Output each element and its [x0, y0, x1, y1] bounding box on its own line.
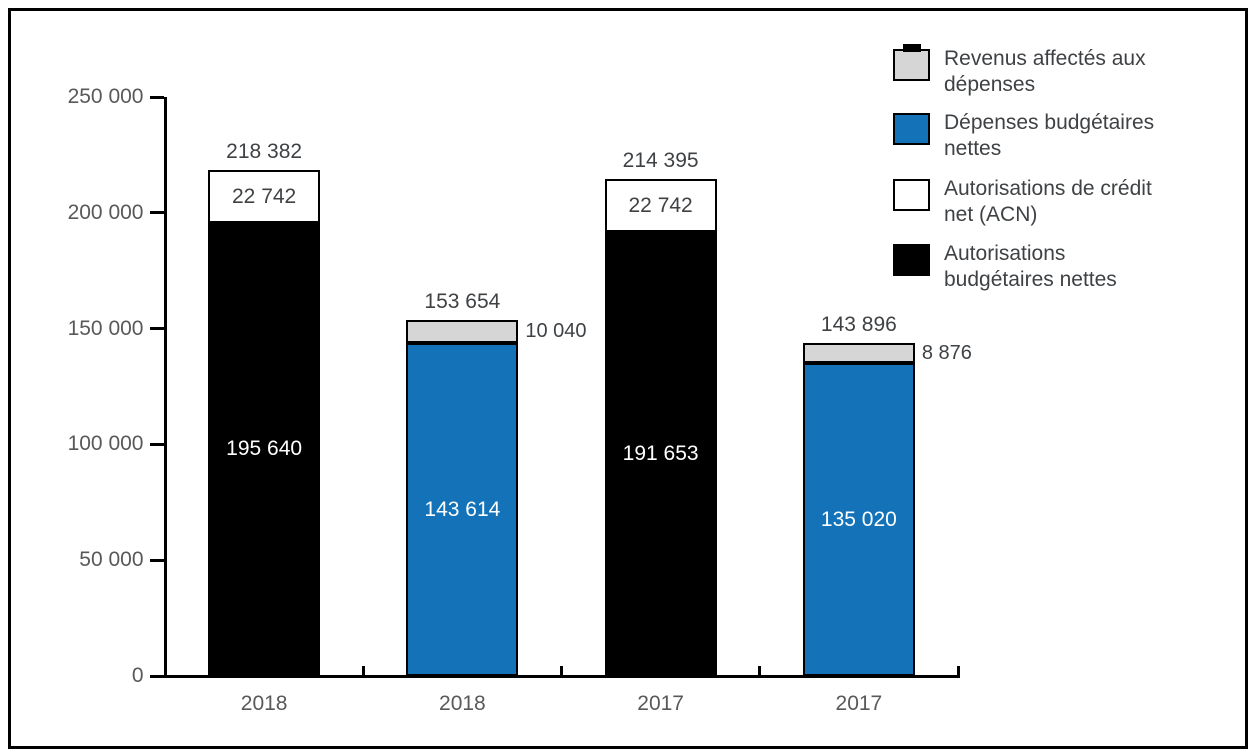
bar-total-label: 153 654	[424, 290, 501, 314]
y-axis	[163, 97, 167, 678]
legend-label: Autorisations de crédit net (ACN)	[944, 176, 1152, 228]
y-axis-tick-label: 0	[131, 664, 144, 687]
bar-segment-label: 22 742	[628, 193, 693, 217]
bar-total-label: 214 395	[622, 149, 699, 173]
bar-segment-label: 191 653	[622, 442, 699, 466]
bar-segment-revenus	[406, 320, 519, 344]
x-axis-category-label: 2017	[835, 692, 883, 715]
legend-label-line: Autorisations	[944, 242, 1066, 265]
bar-total-label: 218 382	[226, 140, 303, 164]
y-axis-tick	[149, 95, 164, 99]
bar-segment-label: 143 614	[424, 497, 501, 521]
legend-swatch-depenses	[893, 113, 930, 145]
bar-segment-depenses	[802, 363, 915, 676]
y-axis-tick-label: 200 000	[67, 200, 144, 224]
bar-segment-acn	[604, 179, 717, 233]
legend-label-line: Revenus affectés aux	[944, 47, 1146, 70]
legend-label-line: Dépenses budgétaires	[944, 111, 1155, 134]
x-axis-category-label: 2017	[637, 692, 684, 715]
legend-swatch-revenus	[893, 44, 930, 81]
bar-segment-side-label: 8 876	[921, 341, 972, 364]
y-axis-tick	[149, 327, 164, 331]
legend-label-line: budgétaires nettes	[944, 268, 1117, 291]
bar-segment-acn	[208, 170, 321, 223]
legend-swatch-autorisations	[893, 244, 930, 276]
x-axis-tick	[956, 666, 960, 676]
legend-label: Revenus affectés aux dépenses	[944, 46, 1146, 98]
y-axis-tick-label: 250 000	[67, 85, 144, 108]
legend-label-line: net (ACN)	[944, 203, 1038, 226]
bar-segment-label: 22 742	[232, 184, 297, 208]
x-axis-category-label: 2018	[240, 692, 288, 715]
x-axis-category-label: 2018	[439, 692, 486, 715]
x-axis	[163, 674, 960, 678]
x-axis-tick	[361, 666, 365, 676]
legend-label-line: dépenses	[944, 73, 1036, 96]
bar-segment-autorisations	[208, 222, 321, 676]
bar-segment-depenses	[406, 343, 519, 676]
y-axis-tick	[149, 674, 164, 678]
legend-label-line: Autorisations de crédit	[944, 177, 1152, 200]
y-axis-tick	[149, 558, 164, 562]
legend-label: Dépenses budgétaires nettes	[944, 110, 1154, 162]
bar-segment-label: 135 020	[820, 507, 897, 531]
legend-label: Autorisations budgétaires nettes	[944, 241, 1117, 293]
bar-segment-side-label: 10 040	[525, 320, 587, 343]
y-axis-tick-label: 100 000	[67, 432, 144, 456]
bar-segment-label: 195 640	[226, 437, 303, 461]
x-axis-tick	[758, 666, 762, 676]
y-axis-tick-label: 50 000	[79, 548, 144, 572]
y-axis-tick-label: 150 000	[67, 316, 144, 340]
bar-segment-revenus	[802, 342, 915, 364]
legend-swatch-acn	[893, 179, 930, 211]
bar-total-label: 143 896	[820, 312, 897, 336]
x-axis-tick	[560, 666, 563, 676]
legend-label-line: nettes	[944, 137, 1002, 160]
y-axis-tick	[149, 211, 164, 215]
legend-swatch-tab	[903, 44, 921, 52]
bar-segment-autorisations	[604, 232, 717, 676]
y-axis-tick	[149, 442, 164, 446]
